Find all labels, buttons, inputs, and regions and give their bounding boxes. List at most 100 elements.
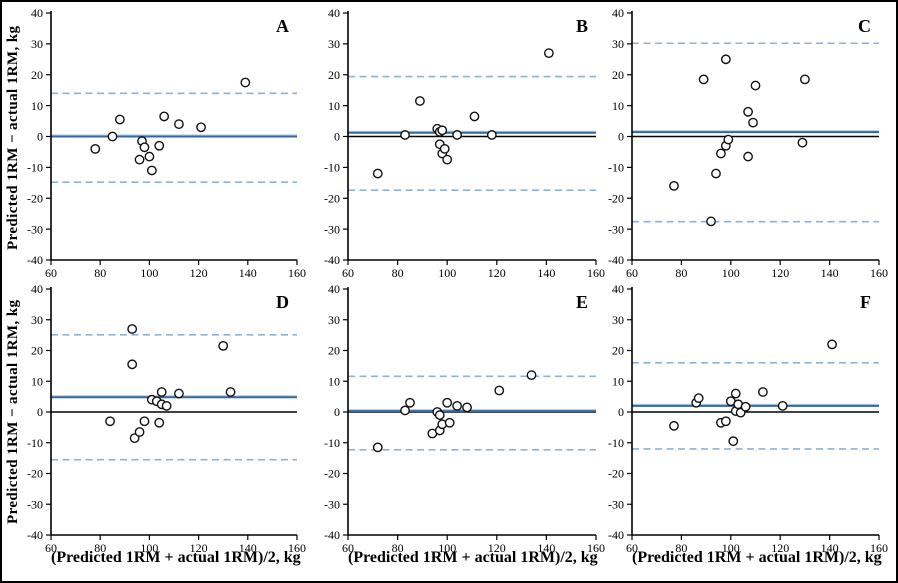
data-point — [669, 180, 679, 191]
y-tick-label: -30 — [27, 497, 43, 511]
x-tick-label: 60 — [342, 266, 354, 280]
data-point — [452, 400, 463, 411]
x-tick-label: 160 — [288, 266, 306, 280]
data-point — [777, 400, 788, 411]
data-point — [240, 77, 251, 88]
data-point — [156, 387, 167, 397]
data-point — [405, 397, 415, 408]
y-tick-label: 30 — [31, 37, 43, 51]
y-tick-label: 10 — [328, 374, 340, 388]
data-point — [740, 401, 751, 412]
data-point — [800, 74, 810, 85]
x-tick-label: 160 — [870, 541, 888, 555]
data-point — [372, 168, 383, 179]
data-point — [706, 216, 716, 227]
x-tick-label: 160 — [870, 266, 888, 280]
y-tick-label: -40 — [27, 253, 43, 267]
x-tick-label: 60 — [626, 541, 638, 555]
panel-B: -40 -30 -20 -10 0 10 20 30 40 60 80 100 120 140 160 B — [324, 6, 605, 280]
data-point — [723, 134, 734, 145]
x-tick-label: 120 — [771, 541, 789, 555]
y-tick-label: 40 — [328, 6, 340, 20]
y-tick-label: 30 — [612, 37, 624, 51]
y-tick-label: 0 — [334, 130, 340, 144]
y-tick-label: 20 — [328, 68, 340, 82]
data-point — [698, 74, 709, 85]
x-tick-label: 60 — [45, 541, 57, 555]
data-point — [827, 339, 837, 350]
y-tick-label: 20 — [612, 68, 624, 82]
y-tick-label: -40 — [324, 528, 340, 542]
data-point — [154, 140, 165, 151]
data-point — [139, 416, 150, 427]
x-tick-label: 120 — [190, 541, 208, 555]
x-tick-label: 80 — [94, 266, 106, 280]
data-point — [543, 48, 554, 59]
panel-letter: B — [576, 16, 588, 36]
y-tick-label: 20 — [31, 344, 43, 358]
data-point — [105, 416, 115, 427]
y-tick-label: -30 — [324, 222, 340, 236]
data-point — [174, 388, 184, 399]
x-tick-label: 60 — [45, 266, 57, 280]
y-tick-label: 10 — [612, 374, 624, 388]
y-tick-label: -20 — [27, 191, 43, 205]
panel-C: -40 -30 -20 -10 0 10 20 30 40 60 80 100 120 140 160 C — [608, 6, 888, 280]
x-tick-label: 100 — [722, 541, 740, 555]
y-tick-label: -20 — [324, 467, 340, 481]
x-tick-label: 100 — [438, 266, 456, 280]
x-axis-title-panel-d: (Predicted 1RM + actual 1RM)/2, kg — [51, 549, 301, 566]
y-tick-label: 30 — [31, 313, 43, 327]
data-point — [400, 130, 410, 140]
panel-F: -40 -30 -20 -10 0 10 20 30 40 60 80 100 120 140 160 F — [608, 282, 888, 555]
y-tick-label: 40 — [612, 282, 624, 296]
y-tick-label: 30 — [328, 37, 340, 51]
y-tick-label: 10 — [31, 99, 43, 113]
data-point — [462, 402, 472, 413]
y-tick-label: 0 — [618, 130, 624, 144]
x-tick-label: 140 — [821, 266, 839, 280]
y-tick-label: -40 — [608, 253, 624, 267]
data-point — [146, 165, 157, 176]
y-tick-label: -40 — [27, 528, 43, 542]
x-tick-label: 140 — [537, 266, 555, 280]
y-tick-label: -40 — [324, 253, 340, 267]
y-tick-label: 40 — [31, 6, 43, 20]
data-point — [494, 385, 505, 396]
data-point — [415, 96, 425, 106]
x-tick-label: 80 — [94, 541, 106, 555]
data-point — [127, 359, 138, 370]
data-point — [154, 417, 165, 428]
data-point — [669, 420, 679, 431]
x-tick-label: 120 — [488, 266, 506, 280]
x-tick-label: 80 — [675, 541, 687, 555]
x-tick-label: 100 — [140, 541, 158, 555]
data-point — [758, 387, 768, 397]
y-tick-label: -30 — [27, 222, 43, 236]
data-point — [127, 324, 138, 334]
data-point — [526, 370, 537, 380]
data-point — [196, 122, 206, 133]
data-point — [134, 154, 145, 165]
panel-A: -40 -30 -20 -10 0 10 20 30 40 60 80 100 120 140 160 A — [27, 6, 306, 280]
x-tick-label: 160 — [288, 541, 306, 555]
panel-letter: D — [276, 292, 289, 312]
y-axis-title-top-row: Predicted 1RM − actual 1RM, kg — [5, 25, 21, 251]
y-tick-label: 30 — [328, 313, 340, 327]
x-tick-label: 80 — [392, 541, 404, 555]
y-tick-label: -20 — [27, 467, 43, 481]
data-point — [486, 130, 497, 140]
y-tick-label: -10 — [608, 161, 624, 175]
data-point — [225, 387, 236, 397]
y-tick-label: -20 — [608, 467, 624, 481]
x-tick-label: 100 — [722, 266, 740, 280]
y-tick-label: -30 — [608, 222, 624, 236]
data-point — [159, 111, 170, 122]
panel-letter: E — [576, 292, 588, 312]
y-tick-label: -40 — [608, 528, 624, 542]
data-point — [144, 151, 155, 162]
data-point — [218, 340, 229, 351]
y-tick-label: 40 — [31, 282, 43, 296]
